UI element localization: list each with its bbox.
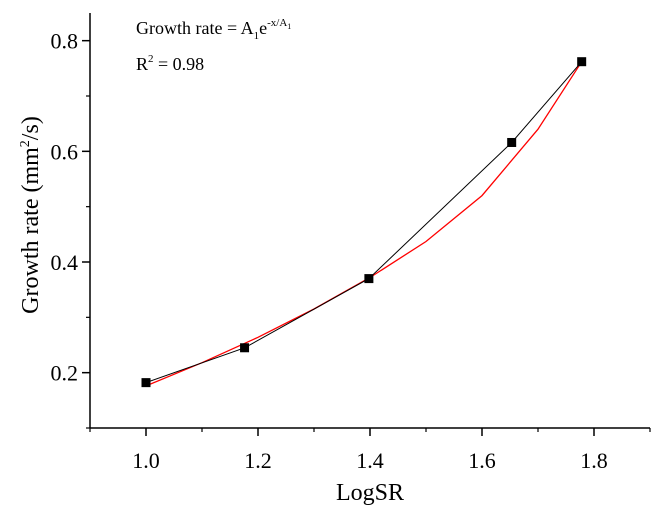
y-tick-label: 0.2 [51,361,79,386]
y-tick-label: 0.8 [51,29,79,54]
y-tick-label: 0.6 [51,139,79,164]
r-squared-r: R [136,54,148,74]
equation-main: Growth rate = A [136,18,254,38]
x-tick-label: 1.2 [244,448,272,473]
x-axis-title: LogSR [336,480,404,506]
x-tick-label: 1.6 [468,448,496,473]
r-squared-label: R2 = 0.98 [136,53,204,74]
equation-e: e [259,18,267,38]
equation-exponent-subscript: 1 [287,22,291,31]
y-axis-title-main: Growth rate (mm [18,147,44,314]
data-point-marker [240,343,249,352]
y-axis-title-superscript: 2 [18,140,33,147]
data-point-marker [507,138,516,147]
equation-exponent: -x/A [267,17,287,29]
y-tick-label: 0.4 [51,250,79,275]
x-tick-label: 1.4 [356,448,384,473]
data-point-marker [364,274,373,283]
x-tick-label: 1.8 [580,448,608,473]
data-point-marker [142,378,151,387]
data-point-marker [577,57,586,66]
y-axis-title-unit: /s) [18,116,44,140]
x-tick-label: 1.0 [132,448,160,473]
r-squared-value: = 0.98 [154,54,205,74]
